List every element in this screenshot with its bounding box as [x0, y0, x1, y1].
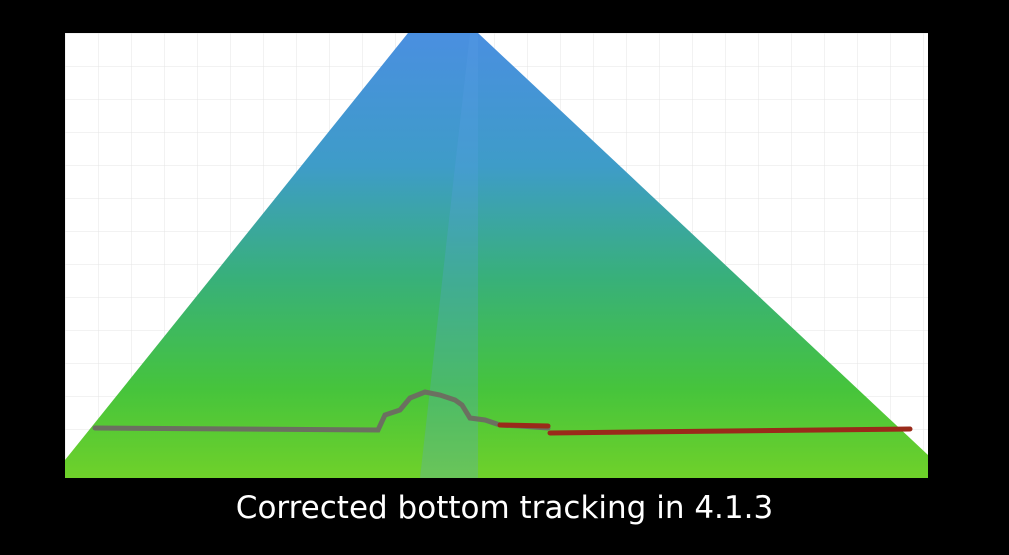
caption: Corrected bottom tracking in 4.1.3: [235, 490, 774, 526]
sonar-fan: [65, 33, 928, 478]
beam-stripe: [420, 33, 478, 478]
sonar-image: [65, 33, 928, 478]
bottom-track-red: [497, 422, 913, 436]
bottom-track-gray: [92, 389, 551, 433]
